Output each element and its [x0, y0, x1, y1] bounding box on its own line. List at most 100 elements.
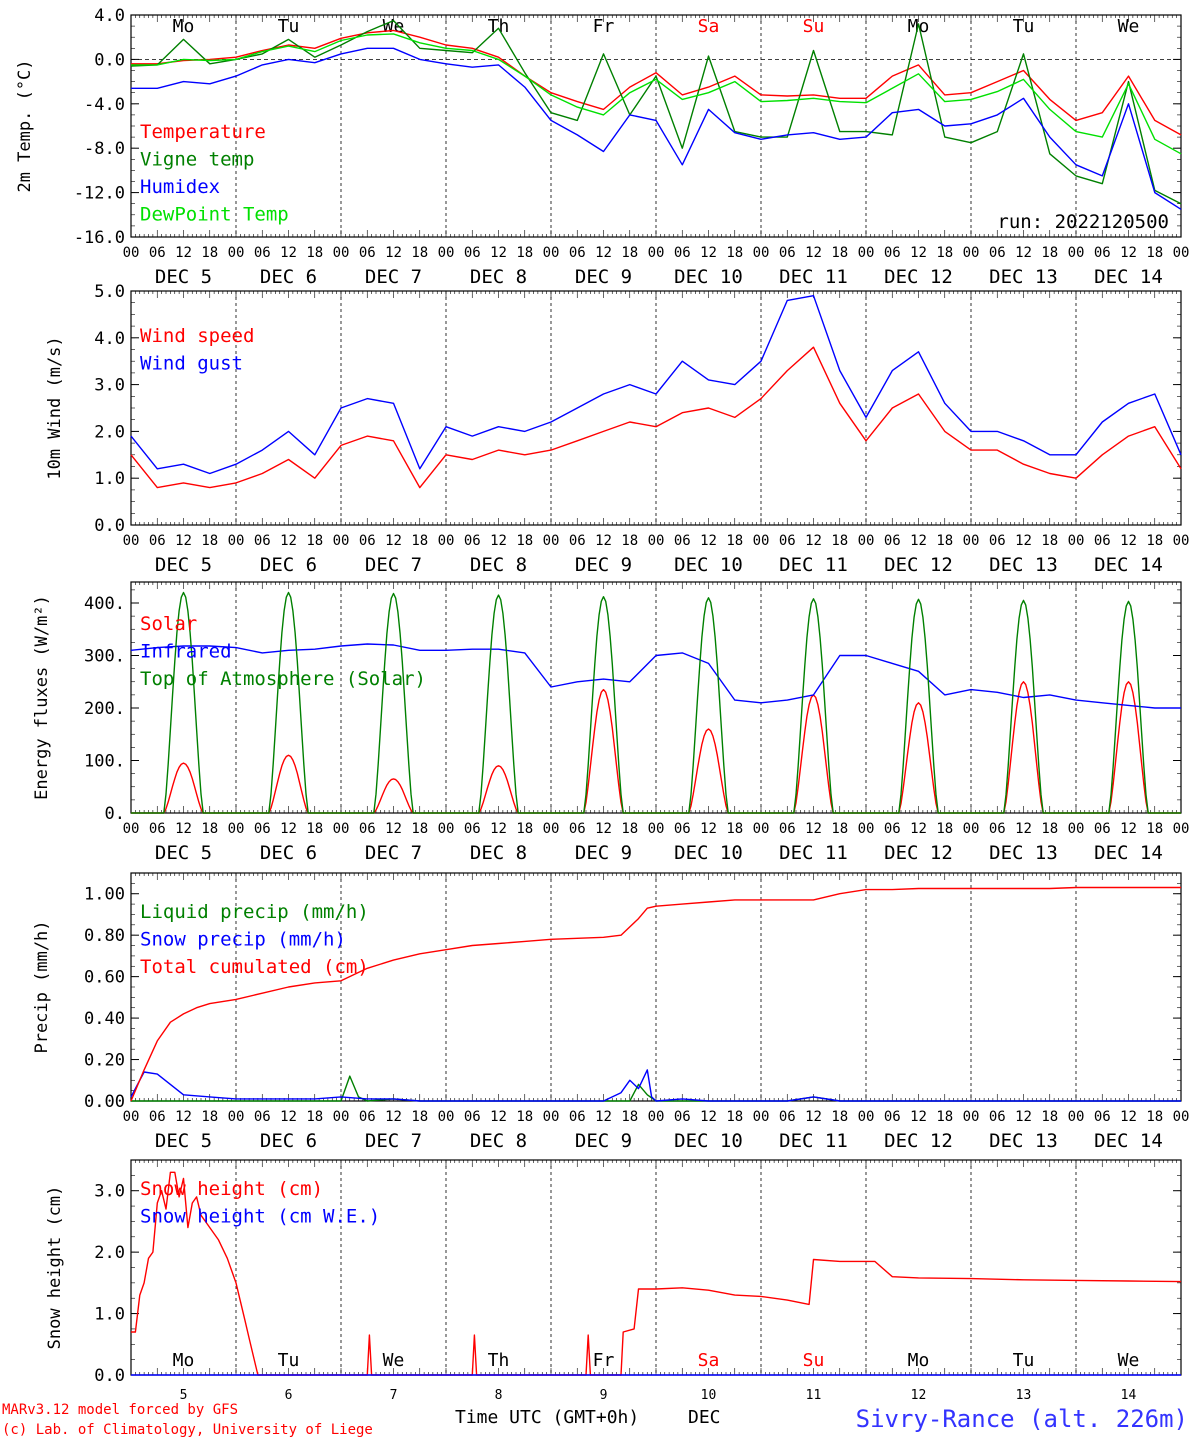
bottom-day-number: 5 [180, 1388, 188, 1403]
x-hour-label: 00 [438, 245, 455, 261]
x-hour-label: 12 [175, 245, 192, 261]
series-line-temp-1 [130, 19, 1182, 205]
x-hour-label: 00 [333, 245, 350, 261]
x-hour-label: 12 [280, 821, 297, 837]
y-tick-label: -12.0 [74, 184, 125, 204]
x-hour-label: 00 [1173, 1109, 1190, 1125]
x-hour-label: 12 [1120, 821, 1137, 837]
x-hour-label: 00 [228, 245, 245, 261]
series-line-temp-2 [131, 47, 1182, 210]
x-day-label: DEC 13 [989, 266, 1058, 288]
x-hour-label: 00 [543, 533, 560, 549]
y-tick-label: 3.0 [94, 376, 125, 396]
x-hour-label: 18 [516, 245, 533, 261]
x-hour-label: 00 [1173, 533, 1190, 549]
station-name: Sivry-Rance (alt. 226m) [856, 1405, 1188, 1433]
x-day-label: DEC 14 [1094, 842, 1163, 864]
legend-entry: Snow height (cm W.E.) [140, 1206, 380, 1228]
y-tick-label: 0.20 [84, 1051, 125, 1071]
x-hour-label: 12 [805, 245, 822, 261]
x-hour-label: 18 [411, 821, 428, 837]
x-day-label: DEC 7 [365, 554, 422, 576]
x-hour-label: 00 [963, 1109, 980, 1125]
bottom-day-number: 10 [701, 1388, 717, 1403]
x-hour-label: 18 [1041, 1109, 1058, 1125]
x-hour-label: 06 [674, 1109, 691, 1125]
y-axis-label: Snow height (cm) [45, 1186, 65, 1350]
x-day-label: DEC 7 [365, 266, 422, 288]
x-hour-label: 06 [884, 533, 901, 549]
x-hour-label: 06 [569, 245, 586, 261]
x-hour-label: 12 [175, 821, 192, 837]
x-hour-label: 06 [569, 1109, 586, 1125]
y-tick-label: 400. [84, 594, 125, 614]
x-hour-label: 06 [464, 821, 481, 837]
x-hour-label: 12 [805, 821, 822, 837]
x-hour-label: 18 [201, 245, 218, 261]
x-hour-label: 12 [280, 245, 297, 261]
x-hour-label: 18 [306, 1109, 323, 1125]
x-hour-label: 12 [280, 533, 297, 549]
x-hour-label: 18 [411, 245, 428, 261]
x-hour-label: 00 [858, 533, 875, 549]
x-hour-label: 12 [1015, 533, 1032, 549]
x-hour-label: 00 [123, 821, 140, 837]
y-tick-label: 0.80 [84, 926, 125, 946]
weekday-label: Sa [698, 16, 720, 37]
y-tick-label: 0.00 [84, 1092, 125, 1112]
x-hour-label: 00 [123, 245, 140, 261]
x-hour-label: 00 [753, 821, 770, 837]
x-day-label: DEC 8 [470, 554, 527, 576]
x-hour-label: 06 [674, 245, 691, 261]
y-tick-label: 0.0 [94, 50, 125, 70]
x-hour-label: 00 [543, 821, 560, 837]
legend-entry: Top of Atmosphere (Solar) [140, 668, 426, 690]
y-tick-label: 0.60 [84, 968, 125, 988]
x-hour-label: 12 [385, 1109, 402, 1125]
x-day-label: DEC 10 [674, 842, 743, 864]
x-hour-label: 18 [306, 533, 323, 549]
y-tick-label: 200. [84, 699, 125, 719]
x-day-label: DEC 6 [260, 1130, 317, 1152]
y-tick-label: 100. [84, 752, 125, 772]
x-hour-label: 12 [1120, 1109, 1137, 1125]
x-hour-label: 18 [306, 245, 323, 261]
x-hour-label: 12 [910, 245, 927, 261]
y-tick-label: -16.0 [74, 228, 125, 248]
panel-wind: 5.0 4.0 3.0 2.0 1.0 0.0 10m Wind (m/s) 00 06 12 18… [45, 282, 1189, 576]
x-hour-label: 06 [569, 821, 586, 837]
y-tick-label: 1.0 [94, 469, 125, 489]
x-hour-label: 12 [490, 1109, 507, 1125]
x-hour-label: 06 [779, 533, 796, 549]
x-day-label: DEC 11 [779, 554, 848, 576]
x-hour-label: 12 [910, 533, 927, 549]
legend-entry: Liquid precip (mm/h) [140, 901, 369, 923]
y-tick-label: 0.40 [84, 1009, 125, 1029]
x-hour-label: 06 [989, 533, 1006, 549]
x-hour-label: 00 [543, 245, 560, 261]
x-hour-label: 06 [884, 245, 901, 261]
x-hour-label: 18 [936, 245, 953, 261]
x-day-label: DEC 13 [989, 554, 1058, 576]
x-hour-label: 18 [726, 821, 743, 837]
y-tick-label: 4.0 [94, 329, 125, 349]
legend-entry: Snow height (cm) [140, 1178, 323, 1200]
x-day-label: DEC 10 [674, 554, 743, 576]
y-tick-label: 3.0 [94, 1182, 125, 1202]
x-hour-label: 18 [726, 1109, 743, 1125]
x-hour-label: 18 [726, 533, 743, 549]
x-hour-label: 00 [438, 821, 455, 837]
x-hour-label: 18 [621, 533, 638, 549]
x-hour-label: 06 [359, 245, 376, 261]
x-hour-label: 18 [201, 1109, 218, 1125]
bottom-day-number: 8 [495, 1388, 503, 1403]
y-axis-label: Energy fluxes (W/m²) [32, 595, 52, 800]
x-day-label: DEC 14 [1094, 266, 1163, 288]
x-hour-label: 00 [963, 533, 980, 549]
series-line-wind-1 [130, 295, 1182, 475]
x-hour-label: 18 [936, 821, 953, 837]
x-day-label: DEC 12 [884, 842, 953, 864]
x-hour-label: 12 [805, 533, 822, 549]
x-hour-label: 18 [201, 821, 218, 837]
x-day-label: DEC 9 [575, 1130, 632, 1152]
